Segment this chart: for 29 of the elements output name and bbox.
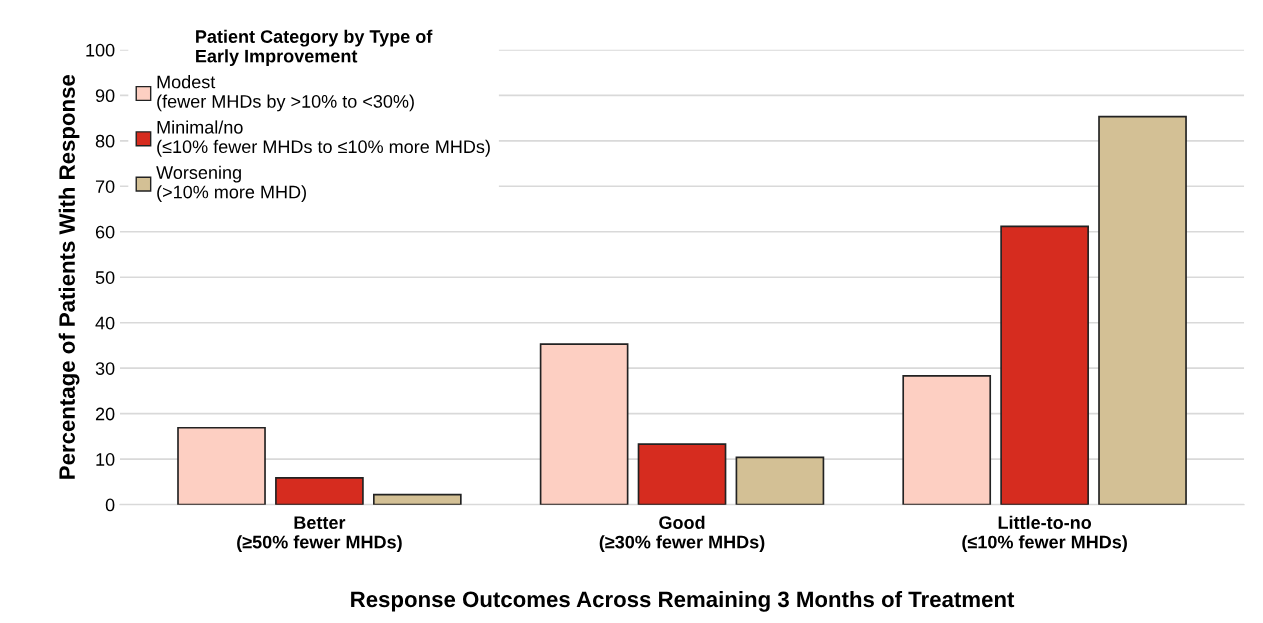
x-tick-label: Little-to-no (≤10% fewer MHDs) <box>962 515 1127 553</box>
bar <box>637 443 727 505</box>
bar <box>735 456 825 505</box>
legend-title: Patient Category by Type of Early Improvement <box>196 29 433 67</box>
legend-label: Worsening (>10% more MHD) <box>156 165 306 202</box>
bar <box>902 375 992 505</box>
y-tick-label: 70 <box>95 180 115 193</box>
y-tick-label: 50 <box>95 271 115 284</box>
bar <box>1098 115 1187 505</box>
y-tick-label: 100 <box>86 43 115 57</box>
bar <box>1000 225 1089 505</box>
bar <box>539 343 629 505</box>
x-tick-label: Better (≥50% fewer MHDs) <box>237 516 402 553</box>
bar <box>177 426 266 505</box>
y-tick-label: 10 <box>96 453 115 466</box>
y-tick-label: 60 <box>95 225 115 239</box>
x-axis-title: Response Outcomes Across Remaining 3 Months of Treatment <box>351 590 1015 612</box>
y-axis-title: Percentage of Patients With Response <box>58 74 80 479</box>
legend-label: Modest (fewer MHDs by >10% to <30%) <box>157 75 414 112</box>
y-tick-label: 30 <box>95 362 115 375</box>
y-tick-label: 80 <box>95 134 115 148</box>
y-tick-label: 90 <box>95 89 115 103</box>
y-tick-label: 40 <box>95 316 115 330</box>
y-tick-label: 20 <box>95 407 115 421</box>
bar <box>372 493 462 505</box>
y-tick-label: 0 <box>105 498 115 512</box>
x-tick-label: Good (≥30% fewer MHDs) <box>599 515 765 553</box>
bar <box>275 476 364 505</box>
legend-label: Minimal/no (≤10% fewer MHDs to ≤10% more MHDs) <box>157 120 490 157</box>
